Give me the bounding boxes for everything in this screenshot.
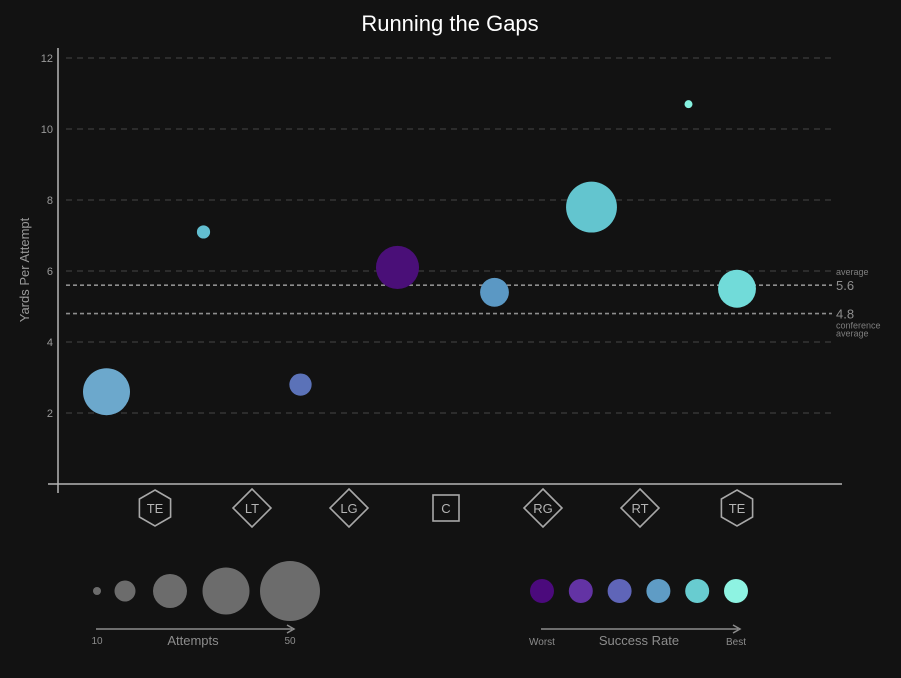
y-tick-label: 2 (47, 408, 53, 420)
data-points (83, 100, 756, 416)
reference-line-value: 5.6 (836, 278, 854, 293)
size-legend-bubble (114, 580, 136, 602)
size-legend-bubble (202, 567, 250, 615)
y-axis-label: Yards Per Attempt (17, 217, 32, 322)
data-point (480, 277, 509, 307)
position-marker-square (432, 494, 460, 522)
size-legend: 10 Attempts 50 (91, 561, 320, 648)
data-point (566, 181, 617, 233)
grid-lines (66, 57, 832, 414)
data-point (196, 225, 211, 239)
position-marker-diamond (522, 487, 564, 529)
y-tick-label: 8 (47, 195, 53, 207)
color-legend-swatch (530, 579, 554, 603)
color-legend-swatch (607, 579, 632, 603)
color-legend-swatch (724, 579, 748, 603)
size-legend-max: 50 (284, 636, 296, 647)
data-point (684, 100, 693, 109)
position-marker-diamond (231, 487, 273, 529)
position-marker-diamond (328, 487, 370, 529)
position-label: LT (245, 501, 259, 516)
position-label: RT (631, 501, 648, 516)
position-markers: TE LT LG C RG RT TE (138, 487, 754, 529)
y-tick-label: 4 (47, 337, 53, 349)
size-legend-min: 10 (91, 636, 103, 647)
size-legend-title: Attempts (167, 633, 219, 648)
reference-line-value: 4.8 (836, 307, 854, 322)
reference-line-caption: conference average (836, 321, 881, 339)
position-marker-hexagon (138, 489, 172, 527)
y-axis-ticks: 2 4 6 8 10 12 (41, 53, 53, 420)
position-marker-hexagon (720, 489, 754, 527)
size-legend-bubble (93, 587, 101, 595)
position-label: RG (533, 501, 553, 516)
color-legend-swatch (646, 579, 671, 603)
data-point (718, 269, 756, 308)
position-label: C (441, 501, 450, 516)
y-tick-label: 6 (47, 266, 53, 278)
position-label: LG (340, 501, 357, 516)
color-legend-max: Best (726, 637, 746, 648)
axes (48, 48, 842, 493)
reference-line-caption: average (836, 267, 869, 277)
position-marker-diamond (619, 487, 661, 529)
position-label: TE (147, 501, 164, 516)
size-legend-bubble (260, 561, 320, 621)
y-tick-label: 12 (41, 53, 53, 65)
data-point (83, 368, 130, 416)
color-legend-min: Worst (529, 637, 555, 648)
color-legend-swatch (685, 579, 710, 603)
chart-title: Running the Gaps (361, 11, 538, 36)
size-legend-arrow-head (286, 624, 296, 634)
data-point (289, 373, 312, 396)
y-tick-label: 10 (41, 124, 53, 136)
color-legend-arrow-head (732, 624, 742, 634)
color-legend: Worst Success Rate Best (529, 579, 748, 648)
data-point (375, 245, 420, 289)
color-legend-title: Success Rate (599, 633, 679, 648)
position-label: TE (729, 501, 746, 516)
size-legend-bubble (153, 574, 187, 608)
color-legend-swatch (568, 579, 593, 603)
